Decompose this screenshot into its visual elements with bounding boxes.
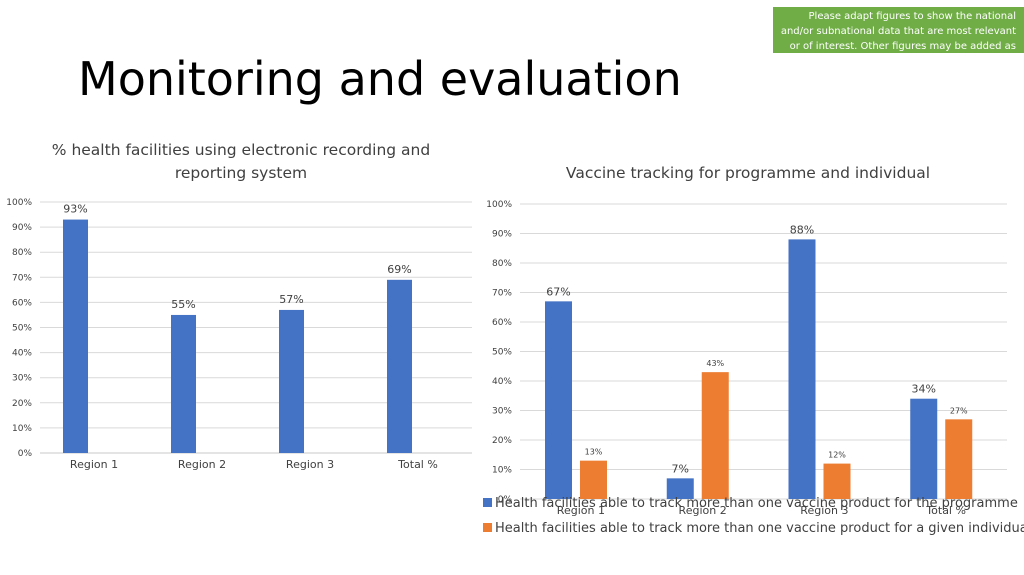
chart2-y-tick: 20% xyxy=(492,436,512,446)
chart2-legend-label: Health facilities able to track more tha… xyxy=(495,496,1018,511)
chart1-y-tick: 30% xyxy=(12,374,32,384)
chart1-title-line: % health facilities using electronic rec… xyxy=(52,141,430,159)
chart2-data-label: 7% xyxy=(672,462,689,475)
chart2-y-tick: 100% xyxy=(486,200,512,210)
chart1-y-tick: 90% xyxy=(12,223,32,233)
chart1-data-label: 93% xyxy=(63,203,87,216)
chart2-data-label: 88% xyxy=(790,223,814,236)
chart1-data-label: 57% xyxy=(279,293,303,306)
chart2-data-label: 12% xyxy=(828,451,846,460)
chart1-y-tick: 100% xyxy=(6,198,32,208)
chart2-title-line: Vaccine tracking for programme and indiv… xyxy=(566,164,930,182)
chart1-bar xyxy=(63,219,88,453)
chart2-y-tick: 0% xyxy=(498,495,513,505)
chart2-bar-programme xyxy=(788,239,816,499)
chart2-y-tick: 70% xyxy=(492,289,512,299)
chart2-y-tick: 40% xyxy=(492,377,512,387)
chart1-y-tick: 80% xyxy=(12,248,32,258)
chart2-y-tick: 50% xyxy=(492,348,512,358)
chart2-y-tick: 90% xyxy=(492,230,512,240)
chart2-bar-individual xyxy=(580,460,607,499)
chart1-data-label: 55% xyxy=(171,298,195,311)
adaptation-note: Please adapt figures to show the nationa… xyxy=(773,7,1024,67)
chart2-y-tick: 30% xyxy=(492,407,512,417)
chart2-legend-swatch xyxy=(483,498,492,507)
chart2-category-label: Region 1 xyxy=(557,504,605,517)
chart1-title-line: reporting system xyxy=(175,164,307,182)
electronic-recording-chart: % health facilities using electronic rec… xyxy=(6,141,472,471)
chart2-data-label: 27% xyxy=(950,406,968,415)
chart1-category-label: Total % xyxy=(397,458,438,471)
chart1-bar xyxy=(387,279,412,453)
chart2-y-tick: 80% xyxy=(492,259,512,269)
chart1-category-label: Region 1 xyxy=(70,458,118,471)
chart1-y-tick: 10% xyxy=(12,424,32,434)
chart2-data-label: 67% xyxy=(546,285,570,298)
chart1-bar xyxy=(279,309,304,453)
chart1-y-tick: 0% xyxy=(18,449,33,459)
chart2-bar-individual xyxy=(945,419,973,499)
chart2-y-tick: 60% xyxy=(492,318,512,328)
chart1-bar xyxy=(171,314,196,453)
chart1-y-tick: 60% xyxy=(12,298,32,308)
chart1-y-tick: 40% xyxy=(12,349,32,359)
chart2-data-label: 34% xyxy=(912,383,936,396)
chart1-category-label: Region 2 xyxy=(178,458,226,471)
chart2-bar-programme xyxy=(666,478,694,499)
chart2-bar-individual xyxy=(823,463,851,499)
chart2-y-tick: 10% xyxy=(492,466,512,476)
chart1-y-tick: 70% xyxy=(12,273,32,283)
chart1-data-label: 69% xyxy=(387,263,411,276)
chart1-y-tick: 50% xyxy=(12,324,32,334)
chart2-bar-individual xyxy=(701,372,729,499)
chart1-y-tick: 20% xyxy=(12,399,32,409)
chart2-legend-swatch xyxy=(483,523,492,532)
chart2-bar-programme xyxy=(545,301,572,499)
chart2-category-label: Total % xyxy=(925,504,966,517)
chart2-data-label: 13% xyxy=(585,448,603,457)
chart2-legend-label: Health facilities able to track more tha… xyxy=(495,521,1024,536)
chart2-category-label: Region 2 xyxy=(679,504,727,517)
chart2-data-label: 43% xyxy=(706,359,724,368)
chart1-category-label: Region 3 xyxy=(286,458,334,471)
slide-title: Monitoring and evaluation xyxy=(78,52,682,106)
chart2-category-label: Region 3 xyxy=(800,504,848,517)
chart2-bar-programme xyxy=(910,398,938,499)
